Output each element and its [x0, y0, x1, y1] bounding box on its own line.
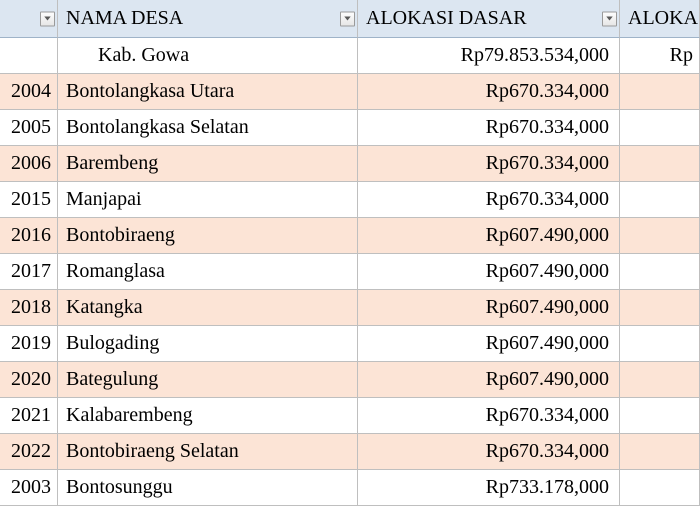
name-cell[interactable]: Manjapai: [58, 182, 358, 218]
table-row: 2021KalabarembengRp670.334,000: [0, 398, 700, 434]
table-row: 2003BontosungguRp733.178,000: [0, 470, 700, 506]
col-header-alloc1-label: ALOKASI DASAR: [366, 7, 527, 30]
alloc2-cell[interactable]: [620, 326, 700, 362]
table-body: 2004Bontolangkasa UtaraRp670.334,0002005…: [0, 74, 700, 506]
chevron-down-icon: [44, 17, 51, 21]
name-cell[interactable]: Kalabarembeng: [58, 398, 358, 434]
alloc2-cell[interactable]: [620, 218, 700, 254]
table-row: 2016BontobiraengRp607.490,000: [0, 218, 700, 254]
summary-name-cell[interactable]: Kab. Gowa: [58, 38, 358, 74]
summary-alloc1-text: Rp79.853.534,000: [461, 44, 609, 67]
name-cell[interactable]: Bontolangkasa Selatan: [58, 110, 358, 146]
name-cell[interactable]: Bontobiraeng Selatan: [58, 434, 358, 470]
alloc1-cell[interactable]: Rp607.490,000: [358, 326, 620, 362]
alloc1-cell[interactable]: Rp607.490,000: [358, 362, 620, 398]
col-header-alloc1[interactable]: ALOKASI DASAR: [358, 0, 620, 38]
name-cell[interactable]: Barembeng: [58, 146, 358, 182]
summary-code-cell[interactable]: [0, 38, 58, 74]
alloc1-cell[interactable]: Rp670.334,000: [358, 398, 620, 434]
alloc2-cell[interactable]: [620, 398, 700, 434]
table-row: 2004Bontolangkasa UtaraRp670.334,000: [0, 74, 700, 110]
filter-button-name[interactable]: [340, 11, 355, 26]
name-cell[interactable]: Bategulung: [58, 362, 358, 398]
summary-alloc1-cell[interactable]: Rp79.853.534,000: [358, 38, 620, 74]
alloc2-cell[interactable]: [620, 290, 700, 326]
alloc2-cell[interactable]: [620, 74, 700, 110]
alloc2-cell[interactable]: [620, 362, 700, 398]
name-cell[interactable]: Bontobiraeng: [58, 218, 358, 254]
chevron-down-icon: [344, 17, 351, 21]
alloc1-cell[interactable]: Rp733.178,000: [358, 470, 620, 506]
col-header-code[interactable]: [0, 0, 58, 38]
col-header-alloc2[interactable]: ALOKAS: [620, 0, 700, 38]
alloc1-cell[interactable]: Rp670.334,000: [358, 74, 620, 110]
code-cell[interactable]: 2018: [0, 290, 58, 326]
filter-button-code[interactable]: [40, 11, 55, 26]
table-row: 2018KatangkaRp607.490,000: [0, 290, 700, 326]
code-cell[interactable]: 2017: [0, 254, 58, 290]
col-header-name-label: NAMA DESA: [66, 7, 183, 30]
name-cell[interactable]: Romanglasa: [58, 254, 358, 290]
table-header-row: NAMA DESA ALOKASI DASAR ALOKAS: [0, 0, 700, 38]
alloc1-cell[interactable]: Rp670.334,000: [358, 110, 620, 146]
alloc1-cell[interactable]: Rp670.334,000: [358, 182, 620, 218]
table-row: 2015ManjapaiRp670.334,000: [0, 182, 700, 218]
table-row: 2017RomanglasaRp607.490,000: [0, 254, 700, 290]
spreadsheet-table: NAMA DESA ALOKASI DASAR ALOKAS Kab. Gowa…: [0, 0, 700, 500]
alloc2-cell[interactable]: [620, 110, 700, 146]
table-row: 2006BarembengRp670.334,000: [0, 146, 700, 182]
chevron-down-icon: [606, 17, 613, 21]
summary-row: Kab. Gowa Rp79.853.534,000 Rp: [0, 38, 700, 74]
code-cell[interactable]: 2021: [0, 398, 58, 434]
code-cell[interactable]: 2016: [0, 218, 58, 254]
code-cell[interactable]: 2020: [0, 362, 58, 398]
alloc2-cell[interactable]: [620, 434, 700, 470]
alloc2-cell[interactable]: [620, 182, 700, 218]
code-cell[interactable]: 2019: [0, 326, 58, 362]
alloc2-cell[interactable]: [620, 254, 700, 290]
summary-alloc2-text: Rp: [670, 44, 693, 67]
code-cell[interactable]: 2015: [0, 182, 58, 218]
table-row: 2022Bontobiraeng SelatanRp670.334,000: [0, 434, 700, 470]
code-cell[interactable]: 2004: [0, 74, 58, 110]
summary-name-text: Kab. Gowa: [98, 44, 189, 67]
code-cell[interactable]: 2022: [0, 434, 58, 470]
alloc1-cell[interactable]: Rp607.490,000: [358, 218, 620, 254]
code-cell[interactable]: 2005: [0, 110, 58, 146]
name-cell[interactable]: Bontosunggu: [58, 470, 358, 506]
filter-button-alloc1[interactable]: [602, 11, 617, 26]
name-cell[interactable]: Katangka: [58, 290, 358, 326]
name-cell[interactable]: Bulogading: [58, 326, 358, 362]
col-header-alloc2-label: ALOKAS: [628, 7, 700, 30]
alloc2-cell[interactable]: [620, 146, 700, 182]
table-row: 2005Bontolangkasa SelatanRp670.334,000: [0, 110, 700, 146]
table-row: 2019BulogadingRp607.490,000: [0, 326, 700, 362]
alloc1-cell[interactable]: Rp670.334,000: [358, 146, 620, 182]
alloc1-cell[interactable]: Rp607.490,000: [358, 254, 620, 290]
alloc2-cell[interactable]: [620, 470, 700, 506]
code-cell[interactable]: 2006: [0, 146, 58, 182]
col-header-name[interactable]: NAMA DESA: [58, 0, 358, 38]
alloc1-cell[interactable]: Rp607.490,000: [358, 290, 620, 326]
code-cell[interactable]: 2003: [0, 470, 58, 506]
table-row: 2020BategulungRp607.490,000: [0, 362, 700, 398]
name-cell[interactable]: Bontolangkasa Utara: [58, 74, 358, 110]
summary-alloc2-cell[interactable]: Rp: [620, 38, 700, 74]
alloc1-cell[interactable]: Rp670.334,000: [358, 434, 620, 470]
